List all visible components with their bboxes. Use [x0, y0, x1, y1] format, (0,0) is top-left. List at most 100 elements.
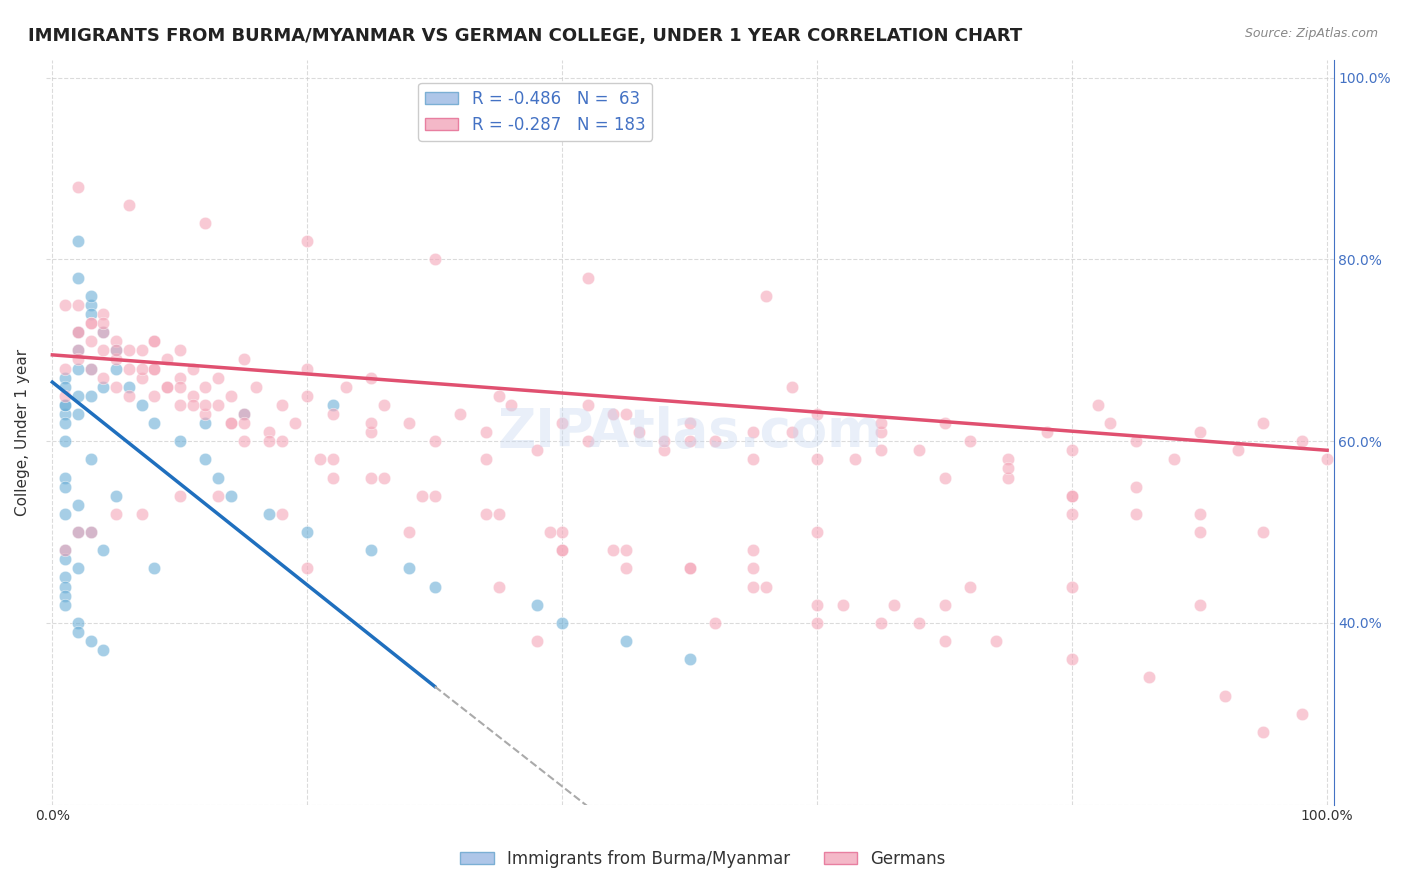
Point	[66, 343, 89, 358]
Point	[91, 379, 114, 393]
Point	[1125, 507, 1147, 521]
Point	[219, 416, 242, 430]
Point	[143, 389, 166, 403]
Point	[1316, 452, 1339, 467]
Point	[219, 489, 242, 503]
Point	[934, 470, 956, 484]
Point	[398, 524, 420, 539]
Point	[53, 416, 76, 430]
Point	[91, 543, 114, 558]
Point	[66, 325, 89, 339]
Point	[194, 398, 217, 412]
Point	[908, 443, 931, 458]
Point	[53, 570, 76, 584]
Point	[169, 343, 191, 358]
Text: Source: ZipAtlas.com: Source: ZipAtlas.com	[1244, 27, 1378, 40]
Point	[66, 498, 89, 512]
Point	[105, 379, 128, 393]
Point	[551, 543, 574, 558]
Point	[53, 434, 76, 449]
Point	[806, 524, 828, 539]
Point	[806, 407, 828, 421]
Point	[679, 561, 702, 575]
Point	[297, 235, 319, 249]
Point	[53, 543, 76, 558]
Point	[551, 416, 574, 430]
Point	[1226, 443, 1249, 458]
Point	[297, 561, 319, 575]
Point	[105, 489, 128, 503]
Point	[742, 425, 765, 439]
Point	[997, 452, 1019, 467]
Point	[169, 434, 191, 449]
Point	[551, 524, 574, 539]
Point	[105, 343, 128, 358]
Point	[66, 352, 89, 367]
Point	[704, 615, 727, 630]
Point	[576, 398, 599, 412]
Point	[679, 434, 702, 449]
Point	[844, 452, 866, 467]
Text: IMMIGRANTS FROM BURMA/MYANMAR VS GERMAN COLLEGE, UNDER 1 YEAR CORRELATION CHART: IMMIGRANTS FROM BURMA/MYANMAR VS GERMAN …	[28, 27, 1022, 45]
Point	[232, 352, 254, 367]
Point	[66, 325, 89, 339]
Point	[1188, 507, 1211, 521]
Point	[232, 416, 254, 430]
Point	[679, 652, 702, 666]
Point	[194, 452, 217, 467]
Point	[742, 561, 765, 575]
Point	[959, 434, 981, 449]
Point	[53, 589, 76, 603]
Point	[118, 361, 141, 376]
Point	[309, 452, 332, 467]
Point	[742, 580, 765, 594]
Point	[131, 361, 153, 376]
Point	[360, 416, 382, 430]
Point	[1087, 398, 1109, 412]
Point	[131, 507, 153, 521]
Point	[118, 198, 141, 212]
Point	[806, 598, 828, 612]
Point	[322, 470, 344, 484]
Point	[105, 352, 128, 367]
Point	[105, 507, 128, 521]
Point	[91, 343, 114, 358]
Point	[53, 580, 76, 594]
Point	[66, 361, 89, 376]
Point	[181, 361, 204, 376]
Point	[131, 343, 153, 358]
Point	[79, 389, 101, 403]
Point	[423, 489, 446, 503]
Point	[679, 416, 702, 430]
Point	[501, 398, 523, 412]
Point	[53, 398, 76, 412]
Point	[91, 316, 114, 330]
Point	[219, 416, 242, 430]
Point	[742, 543, 765, 558]
Point	[526, 443, 548, 458]
Point	[53, 407, 76, 421]
Point	[614, 407, 637, 421]
Point	[398, 416, 420, 430]
Point	[1062, 507, 1084, 521]
Point	[526, 598, 548, 612]
Point	[143, 561, 166, 575]
Point	[66, 179, 89, 194]
Point	[257, 434, 280, 449]
Point	[475, 452, 498, 467]
Point	[53, 361, 76, 376]
Point	[652, 443, 675, 458]
Point	[91, 325, 114, 339]
Point	[1062, 443, 1084, 458]
Point	[1125, 480, 1147, 494]
Point	[908, 615, 931, 630]
Point	[79, 298, 101, 312]
Point	[91, 325, 114, 339]
Point	[66, 389, 89, 403]
Point	[219, 389, 242, 403]
Point	[79, 524, 101, 539]
Point	[245, 379, 267, 393]
Point	[475, 425, 498, 439]
Point	[79, 307, 101, 321]
Point	[959, 580, 981, 594]
